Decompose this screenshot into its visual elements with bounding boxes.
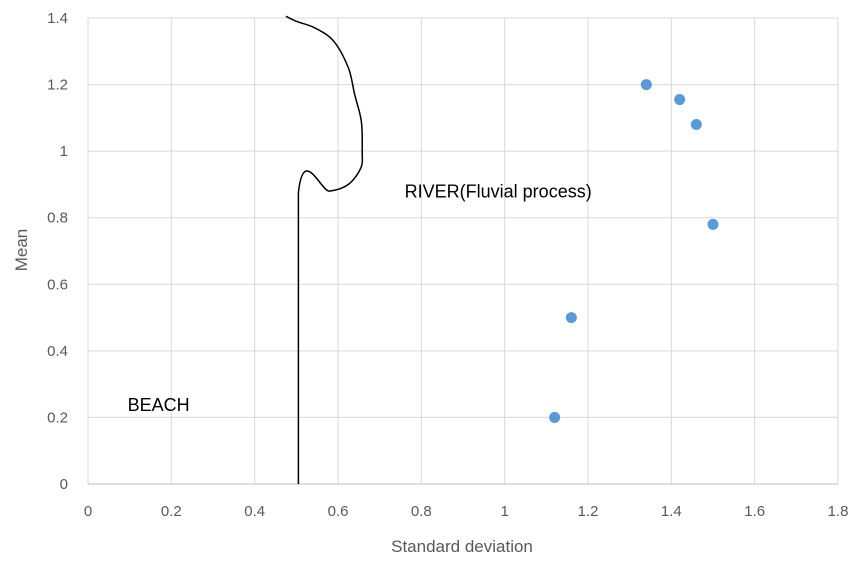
x-axis-tick-labels: 0 0.2 0.4 0.6 0.8 1 1.2 1.4 1.6 1.8: [84, 503, 849, 520]
y-tick-label: 0.2: [47, 409, 68, 426]
region-annotations: BEACH RIVER(Fluvial process): [128, 182, 592, 415]
x-tick-label: 1.4: [661, 503, 682, 520]
y-tick-label: 0.8: [47, 210, 68, 227]
gridlines: [87, 17, 839, 485]
x-tick-label: 0.6: [328, 503, 349, 520]
x-tick-label: 0.4: [244, 503, 265, 520]
data-points: [549, 79, 719, 423]
annotation-beach: BEACH: [128, 395, 190, 415]
x-tick-label: 1.6: [744, 503, 765, 520]
x-tick-label: 0.2: [161, 503, 182, 520]
x-axis-title: Standard deviation: [391, 537, 533, 556]
data-point: [707, 218, 719, 230]
x-tick-label: 0: [84, 503, 92, 520]
data-point: [549, 411, 561, 423]
x-tick-label: 1.2: [578, 503, 599, 520]
y-tick-label: 0: [60, 476, 68, 493]
data-point: [640, 79, 652, 91]
y-axis-title: Mean: [12, 229, 31, 272]
y-tick-label: 1.4: [47, 10, 68, 27]
data-point: [690, 119, 702, 131]
y-tick-label: 1.2: [47, 77, 68, 94]
x-tick-label: 1.8: [828, 503, 849, 520]
y-tick-label: 0.6: [47, 276, 68, 293]
y-tick-label: 0.4: [47, 343, 68, 360]
data-point: [674, 94, 686, 106]
data-point: [565, 312, 577, 324]
y-tick-label: 1: [60, 143, 68, 160]
beach-river-boundary-line: [285, 15, 364, 484]
annotation-river: RIVER(Fluvial process): [405, 182, 592, 202]
x-tick-label: 0.8: [411, 503, 432, 520]
y-axis-tick-labels: 0 0.2 0.4 0.6 0.8 1 1.2 1.4: [47, 10, 68, 493]
x-tick-label: 1: [500, 503, 508, 520]
